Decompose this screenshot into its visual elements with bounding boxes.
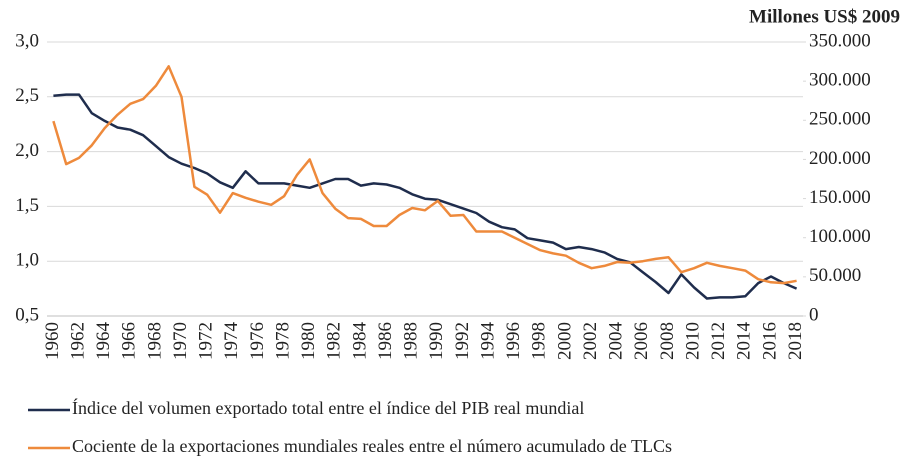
- y-tick-label: 1,0: [15, 250, 39, 271]
- x-tick-label: 1990: [426, 322, 447, 360]
- y2-tick-label: 250.000: [809, 109, 871, 130]
- x-tick-label: 2008: [657, 322, 678, 360]
- y-tick-label: 2,5: [15, 85, 39, 106]
- x-tick-label: 1996: [503, 322, 524, 360]
- x-tick-label: 2016: [759, 322, 780, 360]
- x-tick-label: 1960: [42, 322, 63, 360]
- x-tick-label: 2014: [734, 322, 755, 361]
- x-tick-label: 2012: [708, 322, 729, 360]
- y2-tick-label: 100.000: [809, 226, 871, 247]
- y-tick-label: 3,0: [15, 30, 39, 51]
- x-tick-label: 2004: [606, 322, 627, 361]
- y-tick-label: 0,5: [15, 304, 39, 325]
- x-tick-label: 2010: [682, 322, 703, 360]
- y2-axis-title: Millones US$ 2009: [749, 6, 900, 27]
- x-tick-label: 1972: [196, 322, 217, 360]
- y2-tick-label: 150.000: [809, 187, 871, 208]
- x-tick-label: 1966: [119, 322, 140, 360]
- y2-tick-label: 50.000: [809, 265, 861, 286]
- legend-label: Cociente de la exportaciones mundiales r…: [72, 436, 672, 456]
- x-tick-label: 1988: [401, 322, 422, 360]
- x-tick-label: 1964: [93, 322, 114, 361]
- y2-tick-label: 350.000: [809, 30, 871, 51]
- x-tick-label: 1994: [477, 322, 498, 361]
- x-tick-label: 1982: [324, 322, 345, 360]
- x-tick-label: 1998: [529, 322, 550, 360]
- y-tick-label: 2,0: [15, 140, 39, 161]
- x-tick-label: 2006: [631, 322, 652, 360]
- x-tick-label: 2018: [785, 322, 806, 360]
- x-tick-label: 1962: [67, 322, 88, 360]
- x-tick-label: 1978: [272, 322, 293, 360]
- x-tick-label: 1992: [452, 322, 473, 360]
- x-tick-label: 1984: [349, 322, 370, 361]
- x-tick-label: 1986: [375, 322, 396, 360]
- y2-tick-label: 200.000: [809, 148, 871, 169]
- x-tick-label: 1974: [221, 322, 242, 361]
- legend-label: Índice del volumen exportado total entre…: [72, 397, 584, 418]
- x-tick-label: 2000: [554, 322, 575, 360]
- x-tick-label: 2002: [580, 322, 601, 360]
- series-line: [52, 65, 797, 285]
- x-tick-label: 1976: [247, 322, 268, 360]
- y2-tick-label: 0: [809, 304, 819, 325]
- x-tick-label: 1970: [170, 322, 191, 360]
- y-tick-label: 1,5: [15, 195, 39, 216]
- x-tick-label: 1968: [144, 322, 165, 360]
- y2-tick-label: 300.000: [809, 70, 871, 91]
- series-line: [53, 93, 798, 300]
- x-tick-label: 1980: [298, 322, 319, 360]
